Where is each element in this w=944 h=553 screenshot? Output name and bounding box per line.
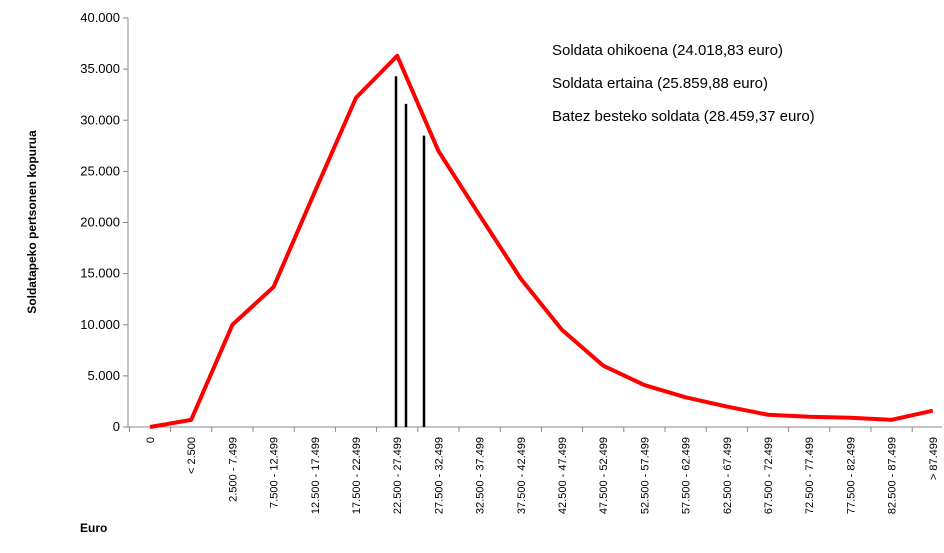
y-tick-label: 20.000 bbox=[80, 215, 120, 230]
x-tick-label: 77.500 - 82.499 bbox=[845, 437, 857, 514]
x-tick-label: 72.500 - 77.499 bbox=[804, 437, 816, 514]
x-axis-title: Euro bbox=[80, 521, 107, 535]
x-tick-label: 12.500 - 17.499 bbox=[310, 437, 322, 514]
y-tick-label: 25.000 bbox=[80, 163, 120, 178]
y-tick-label: 15.000 bbox=[80, 266, 120, 281]
x-tick-label: 42.500 - 47.499 bbox=[557, 437, 569, 514]
x-tick-label: 32.500 - 37.499 bbox=[475, 437, 487, 514]
x-tick-label: 22.500 - 27.499 bbox=[392, 437, 404, 514]
y-tick-label: 35.000 bbox=[80, 61, 120, 76]
x-tick-label: 37.500 - 42.499 bbox=[516, 437, 528, 514]
x-tick-label: 27.500 - 32.499 bbox=[433, 437, 445, 514]
x-tick-label: 67.500 - 72.499 bbox=[763, 437, 775, 514]
y-axis-title: Soldatapeko pertsonen kopurua bbox=[25, 130, 39, 314]
x-tick-label: 17.500 - 22.499 bbox=[351, 437, 363, 514]
x-tick-label: 7.500 - 12.499 bbox=[269, 437, 281, 508]
x-tick-label: 82.500 - 87.499 bbox=[887, 437, 899, 514]
annotation-text: Soldata ertaina (25.859,88 euro) bbox=[552, 75, 768, 92]
x-tick-label: < 2.500 bbox=[186, 437, 198, 474]
x-tick-label: > 87.499 bbox=[928, 437, 940, 480]
data-line bbox=[149, 53, 934, 429]
y-tick-label: 40.000 bbox=[80, 10, 120, 25]
x-tick-label: 47.500 - 52.499 bbox=[598, 437, 610, 514]
x-tick-label: 52.500 - 57.499 bbox=[639, 437, 651, 514]
x-tick-label: 2.500 - 7.499 bbox=[227, 437, 239, 502]
x-tick-label: 0 bbox=[145, 437, 157, 443]
y-tick-label: 30.000 bbox=[80, 112, 120, 127]
y-tick-label: 10.000 bbox=[80, 317, 120, 332]
x-tick-label: 62.500 - 67.499 bbox=[722, 437, 734, 514]
x-tick-label: 57.500 - 62.499 bbox=[681, 437, 693, 514]
y-tick-label: 0 bbox=[113, 419, 120, 434]
annotation-text: Soldata ohikoena (24.018,83 euro) bbox=[552, 42, 783, 59]
annotation-text: Batez besteko soldata (28.459,37 euro) bbox=[552, 108, 815, 125]
y-tick-label: 5.000 bbox=[87, 368, 120, 383]
